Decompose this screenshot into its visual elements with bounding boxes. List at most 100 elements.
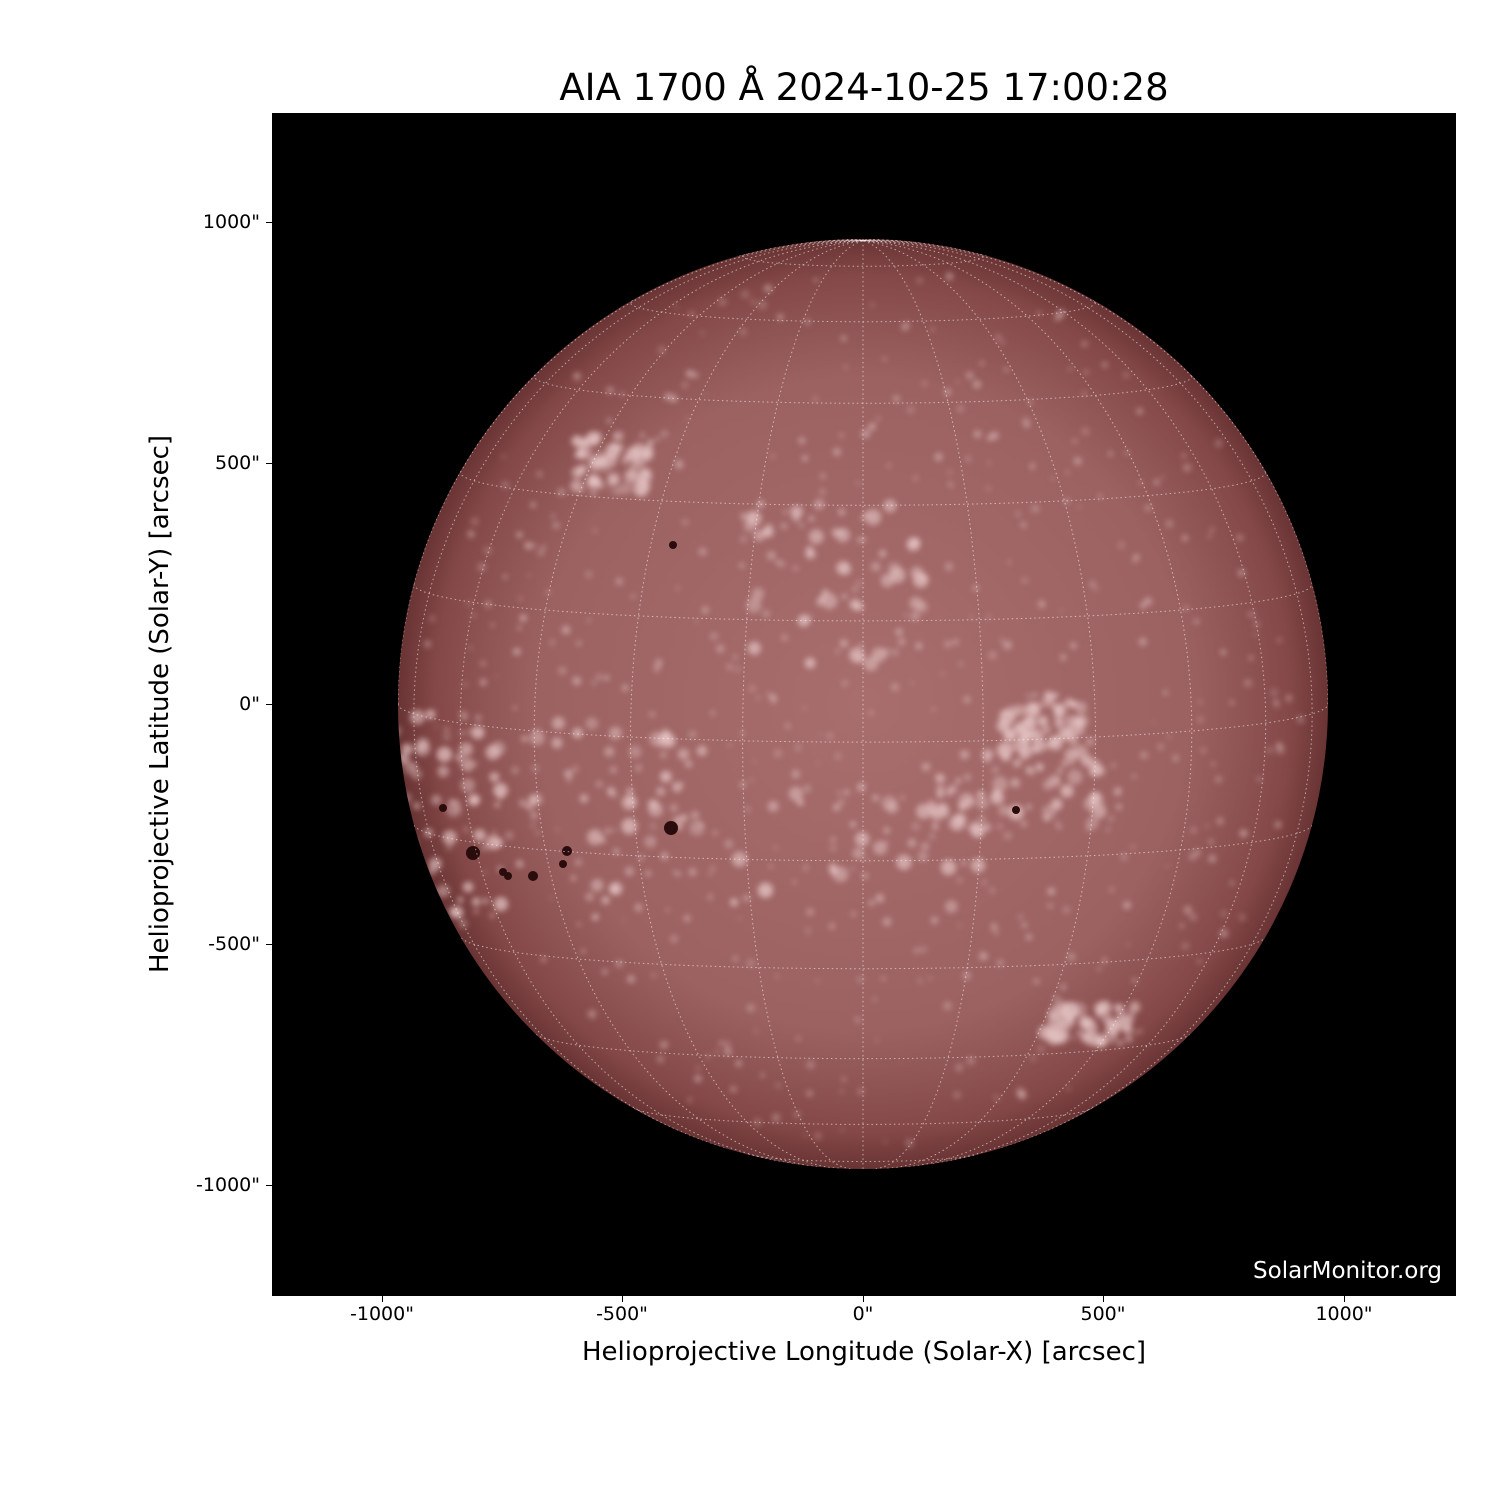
y-tick-label: 1000" (202, 211, 260, 233)
plage-patch (950, 814, 966, 831)
plage-patch (290, 668, 305, 683)
network-patch (746, 958, 755, 968)
network-patch (527, 573, 531, 577)
network-patch (1220, 910, 1228, 917)
plage-patch (712, 830, 718, 836)
grid-line (854, 239, 864, 242)
plage-patch (333, 436, 341, 444)
network-patch (552, 521, 560, 530)
plage-patch (587, 829, 603, 845)
network-patch (727, 743, 732, 748)
network-patch (1239, 829, 1248, 838)
plage-patch (831, 528, 840, 537)
plage-patch (638, 855, 644, 861)
plage-patch (398, 430, 401, 440)
network-patch (549, 896, 553, 900)
plage-patch (936, 791, 944, 799)
network-patch (944, 562, 954, 571)
network-patch (1003, 831, 1012, 840)
plage-patch (436, 746, 453, 763)
network-patch (749, 777, 754, 783)
network-patch (881, 976, 886, 981)
plage-patch (411, 469, 416, 474)
plage-patch (609, 726, 622, 740)
plage-patch (359, 751, 367, 759)
plage-patch (659, 751, 668, 759)
network-patch (1036, 310, 1042, 316)
network-patch (622, 918, 626, 922)
network-patch (861, 872, 869, 880)
plage-patch (404, 447, 409, 452)
network-patch (803, 1133, 808, 1138)
network-patch (512, 705, 517, 710)
plage-patch (454, 799, 460, 805)
network-patch (969, 615, 974, 620)
network-patch (645, 870, 652, 877)
plage-patch (917, 851, 929, 862)
plage-patch (839, 639, 849, 648)
plage-patch (1060, 784, 1074, 798)
sunspot (528, 871, 538, 881)
plage-patch (380, 458, 387, 465)
plage-patch (1043, 814, 1050, 822)
y-tick-mark (266, 463, 272, 464)
network-patch (834, 752, 842, 760)
network-patch (634, 903, 643, 912)
network-patch (815, 978, 820, 983)
network-patch (707, 893, 714, 901)
network-patch (1052, 994, 1061, 1003)
network-patch (736, 858, 742, 864)
sunspot (466, 846, 480, 860)
network-patch (709, 631, 719, 641)
plage-patch (353, 436, 367, 450)
network-patch (917, 977, 923, 984)
network-patch (819, 473, 826, 480)
network-patch (855, 480, 861, 486)
plage-patch (1011, 742, 1020, 751)
network-patch (715, 1049, 719, 1054)
plage-patch (1137, 1028, 1143, 1034)
plage-patch (518, 799, 527, 807)
plage-patch (398, 826, 400, 832)
network-patch (1000, 638, 1004, 643)
plage-patch (978, 815, 986, 823)
network-patch (606, 417, 612, 424)
network-patch (804, 927, 812, 935)
grid-line (862, 239, 920, 243)
plage-patch (398, 425, 406, 435)
plage-patch (480, 844, 488, 852)
plage-patch (389, 438, 394, 443)
network-patch (1192, 848, 1202, 858)
plage-patch (1076, 726, 1085, 736)
plage-patch (930, 916, 939, 925)
network-patch (705, 1053, 711, 1059)
plage-patch (552, 716, 565, 730)
plage-patch (1024, 716, 1037, 730)
x-tick-label: -500" (596, 1303, 648, 1325)
plage-patch (381, 796, 390, 805)
network-patch (1207, 854, 1217, 864)
network-patch (1128, 1009, 1136, 1016)
network-patch (819, 488, 826, 496)
x-axis-label: Helioprojective Longitude (Solar-X) [arc… (581, 1337, 1147, 1367)
network-patch (1131, 774, 1137, 779)
plage-patch (936, 784, 945, 793)
plage-patch (1066, 1015, 1075, 1024)
network-patch (739, 535, 748, 544)
plage-patch (341, 431, 354, 444)
network-patch (840, 334, 848, 342)
network-patch (1000, 340, 1005, 345)
network-patch (484, 599, 493, 609)
network-patch (1093, 586, 1099, 592)
network-patch (739, 512, 749, 521)
network-patch (1200, 747, 1207, 754)
network-patch (934, 773, 944, 782)
grid-line (629, 240, 864, 1169)
plage-patch (1048, 774, 1061, 787)
plage-patch (398, 802, 399, 818)
network-patch (898, 638, 906, 646)
network-patch (1253, 621, 1260, 628)
network-patch (1166, 734, 1172, 740)
network-patch (1181, 453, 1187, 459)
sunspot (562, 846, 572, 856)
